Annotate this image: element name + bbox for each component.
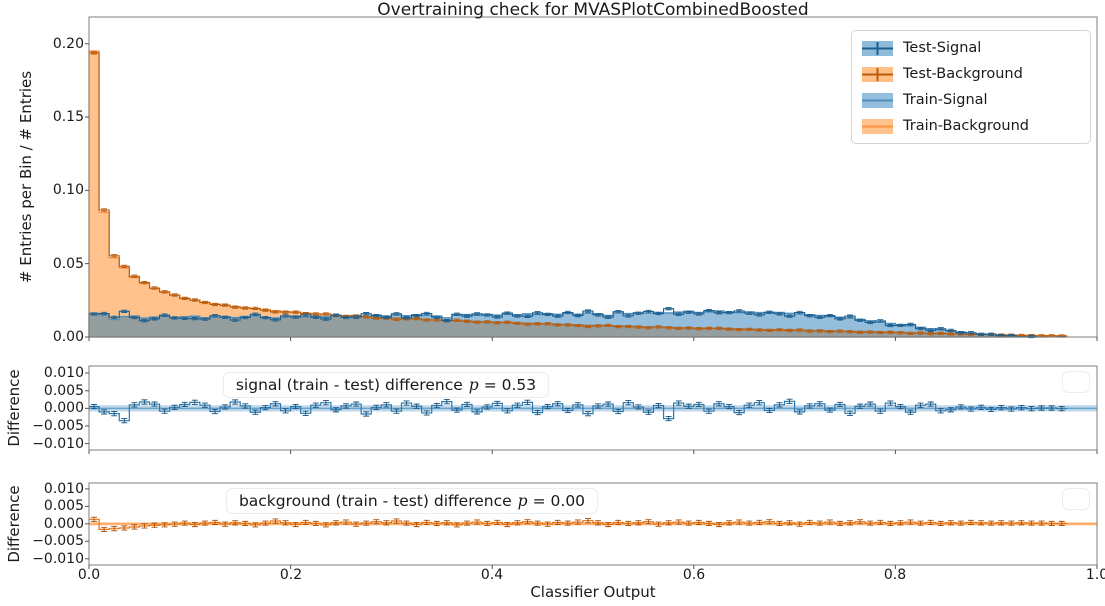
legend-item-train-background: Train-Background <box>858 114 1084 138</box>
annotation-text: signal (train - test) difference <box>235 376 463 394</box>
errorbar-ticks <box>91 398 1065 424</box>
test-background-errorbar-swatch-icon <box>862 66 893 82</box>
x-tick-label: 0.6 <box>682 567 706 583</box>
p-value: = 0.00 <box>532 492 586 510</box>
chart-title: Overtraining check for MVASPlotCombinedB… <box>377 0 809 20</box>
signal-diff-y-axis-label: Difference <box>5 369 23 447</box>
y-tick-label: −0.005 <box>32 533 84 549</box>
train-signal-fill-swatch-icon <box>862 92 893 108</box>
y-tick-label: 0.15 <box>52 109 84 125</box>
annotation-text: background (train - test) difference <box>238 492 512 510</box>
main-y-axis-label: # Entries per Bin / # Entries <box>17 70 35 284</box>
swatch-graphic <box>862 66 893 82</box>
axis-tick-marks <box>85 43 1098 341</box>
x-axis-label: Classifier Output <box>530 583 656 601</box>
y-tick-label: 0.05 <box>52 256 84 272</box>
x-tick-label: 1.0 <box>1085 567 1105 583</box>
y-tick-label: 0.10 <box>52 182 84 198</box>
legend-label: Train-Signal <box>903 92 988 108</box>
background-diff-y-axis-label: Difference <box>5 485 23 563</box>
x-tick-label: 0.4 <box>480 567 504 583</box>
y-tick-label: 0.00 <box>52 329 84 345</box>
y-tick-label: −0.010 <box>32 436 84 452</box>
axis-tick-marks <box>85 488 1098 569</box>
signal-diff-annotation: signal (train - test) difference p = 0.53 <box>222 372 550 398</box>
errorbar-ticks <box>91 307 1035 339</box>
y-tick-label: 0.010 <box>43 481 84 497</box>
p-symbol: p <box>517 492 528 510</box>
p-value: = 0.53 <box>483 376 537 394</box>
y-tick-label: 0.005 <box>43 498 84 514</box>
y-tick-label: 0.000 <box>43 400 84 416</box>
errorbar-ticks <box>91 516 1065 532</box>
x-tick-label: 0.8 <box>883 567 907 583</box>
background-diff-empty-legend <box>1062 488 1090 510</box>
legend-item-train-signal: Train-Signal <box>858 88 1084 112</box>
test-signal-errorbar-swatch-icon <box>862 40 893 56</box>
legend-label: Train-Background <box>903 118 1030 134</box>
background-diff-annotation: background (train - test) difference p = 0… <box>225 488 599 514</box>
legend-item-test-background: Test-Background <box>858 62 1084 86</box>
x-tick-label: 0.2 <box>279 567 303 583</box>
y-tick-label: 0.010 <box>43 365 84 381</box>
y-tick-label: 0.000 <box>43 516 84 532</box>
x-tick-label: 0.0 <box>77 567 101 583</box>
swatch-graphic <box>862 118 893 134</box>
signal-diff-empty-legend <box>1062 371 1090 393</box>
background-diff-step-line <box>89 518 1067 531</box>
legend-label: Test-Signal <box>903 40 982 56</box>
main-legend: Test-Signal Test-Background Train-Signal… <box>851 30 1091 144</box>
signal-diff-step-line <box>89 400 1067 422</box>
legend-item-test-signal: Test-Signal <box>858 36 1084 60</box>
p-symbol: p <box>468 376 479 394</box>
test-signal-step-line <box>89 308 1067 338</box>
train-background-fill-swatch-icon <box>862 118 893 134</box>
y-tick-label: 0.005 <box>43 383 84 399</box>
legend-label: Test-Background <box>903 66 1023 82</box>
swatch-graphic <box>862 40 893 56</box>
axes-spines <box>88 16 1098 338</box>
swatch-graphic <box>862 92 893 108</box>
test-background-step-line <box>89 52 1067 337</box>
y-tick-label: −0.010 <box>32 551 84 567</box>
y-tick-label: −0.005 <box>32 418 84 434</box>
axis-tick-marks <box>85 372 1098 454</box>
y-tick-label: 0.20 <box>52 36 84 52</box>
